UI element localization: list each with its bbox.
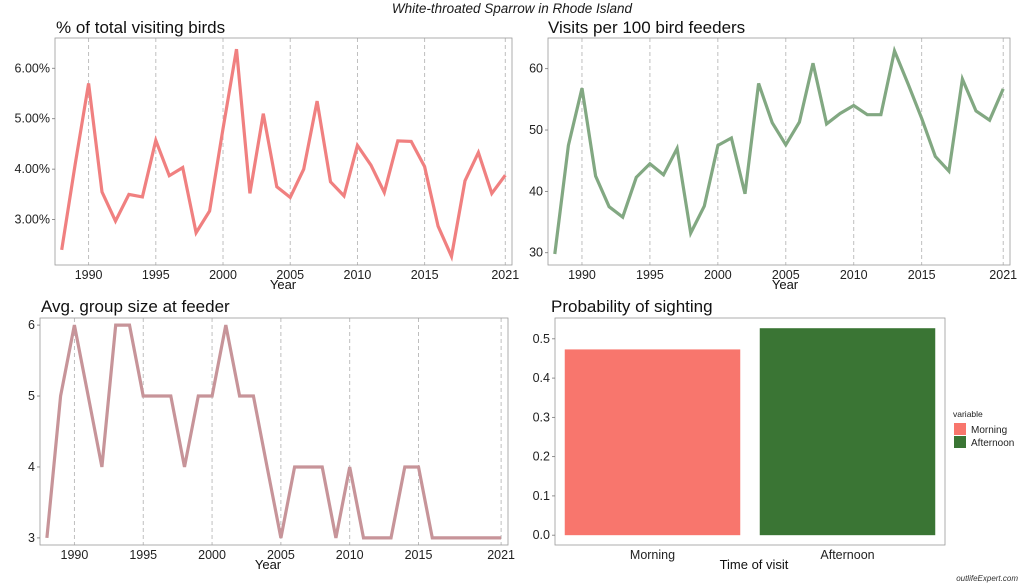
y-tick-label: 30 xyxy=(529,246,543,260)
panel-probability-of-sighting: Probability of sighting 0.0 0.1 0.2 0.3 0.4 0.… xyxy=(533,297,946,572)
legend-swatch-morning xyxy=(954,423,966,435)
y-tick-label: 0.3 xyxy=(533,410,550,424)
x-tick-label: 1995 xyxy=(129,548,157,562)
x-axis-label: Year xyxy=(255,557,282,572)
x-tick-label: 2021 xyxy=(989,268,1017,282)
panel-title: % of total visiting birds xyxy=(56,18,225,37)
x-tick-label: 2015 xyxy=(405,548,433,562)
x-tick-label: 2010 xyxy=(344,268,372,282)
panel-visits-per-100-feeders: Visits per 100 bird feeders 1990 1995 2000 2… xyxy=(529,18,1017,292)
x-tick-label: 2000 xyxy=(704,268,732,282)
x-tick-label: Afternoon xyxy=(820,548,874,562)
y-tick-label: 6.00% xyxy=(15,61,50,75)
panel-title: Visits per 100 bird feeders xyxy=(548,18,745,37)
x-tick-label: 2005 xyxy=(772,268,800,282)
legend-title: variable xyxy=(953,409,983,419)
x-tick-label: 1990 xyxy=(61,548,89,562)
x-axis-label: Time of visit xyxy=(720,557,789,572)
x-tick-label: 2021 xyxy=(487,548,515,562)
x-tick-label: 1995 xyxy=(636,268,664,282)
y-tick-label: 4.00% xyxy=(15,162,50,176)
y-tick-label: 4 xyxy=(28,460,35,474)
series-line xyxy=(553,45,1005,255)
x-tick-label: 1990 xyxy=(75,268,103,282)
bar-morning xyxy=(564,349,741,536)
bar-afternoon xyxy=(759,328,936,536)
y-tick-label: 0.5 xyxy=(533,332,550,346)
y-tick-label: 0.1 xyxy=(533,489,550,503)
legend-swatch-afternoon xyxy=(954,436,966,448)
x-tick-label: 1990 xyxy=(568,268,596,282)
y-tick-label: 6 xyxy=(28,318,35,332)
x-axis-label: Year xyxy=(270,277,297,292)
x-tick-label: 2005 xyxy=(267,548,295,562)
panel-frame xyxy=(554,317,946,546)
x-tick-label: 2015 xyxy=(908,268,936,282)
panel-frame xyxy=(547,37,1011,266)
x-tick-label: 2000 xyxy=(198,548,226,562)
panel-title: Avg. group size at feeder xyxy=(41,297,230,316)
panel-avg-group-size: Avg. group size at feeder 1990 1995 2000 200… xyxy=(28,297,515,572)
y-tick-label: 0.0 xyxy=(533,528,550,542)
x-tick-label: 2015 xyxy=(411,268,439,282)
x-tick-label: 1995 xyxy=(142,268,170,282)
x-tick-label: 2005 xyxy=(276,268,304,282)
x-tick-label: 2010 xyxy=(840,268,868,282)
y-tick-label: 5 xyxy=(28,389,35,403)
y-tick-label: 3.00% xyxy=(15,213,50,227)
figure-suptitle: White-throated Sparrow in Rhode Island xyxy=(392,1,633,16)
watermark: outlifeExpert.com xyxy=(956,574,1018,583)
legend-label-morning: Morning xyxy=(971,425,1007,436)
series-line xyxy=(45,323,502,540)
y-tick-label: 5.00% xyxy=(15,112,50,126)
panel-frame xyxy=(54,37,513,266)
x-tick-label: 2000 xyxy=(209,268,237,282)
y-tick-label: 60 xyxy=(529,62,543,76)
x-tick-label: 2021 xyxy=(491,268,519,282)
y-tick-label: 40 xyxy=(529,184,543,198)
panel-title: Probability of sighting xyxy=(551,297,713,316)
legend-label-afternoon: Afternoon xyxy=(971,438,1014,449)
x-tick-label: Morning xyxy=(630,548,675,562)
legend: variable Morning Afternoon xyxy=(953,409,1014,449)
panel-visiting-birds-percent: % of total visiting birds 1990 1995 2000 200… xyxy=(15,18,520,292)
panel-frame xyxy=(39,317,509,546)
y-tick-label: 0.4 xyxy=(533,371,550,385)
y-tick-label: 0.2 xyxy=(533,450,550,464)
y-tick-label: 3 xyxy=(28,531,35,545)
series-line xyxy=(60,48,507,262)
y-tick-label: 50 xyxy=(529,123,543,137)
x-tick-label: 2010 xyxy=(336,548,364,562)
x-axis-label: Year xyxy=(772,277,799,292)
